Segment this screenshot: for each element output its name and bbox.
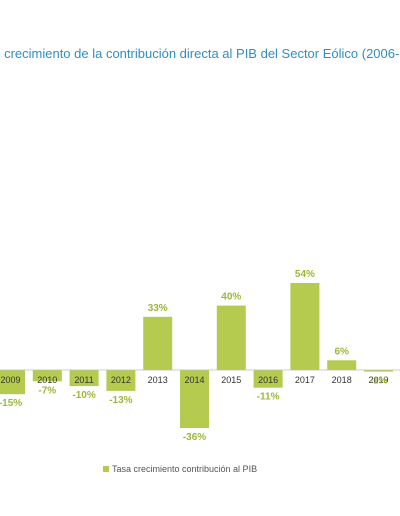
value-label-2012: -13% bbox=[109, 395, 132, 406]
legend: Tasa crecimiento contribución al PIB bbox=[103, 464, 257, 474]
bar-2019 bbox=[364, 370, 393, 372]
value-label-2019: -1% bbox=[370, 376, 388, 387]
category-label-2010: 2010 bbox=[37, 375, 57, 385]
legend-label: Tasa crecimiento contribución al PIB bbox=[112, 464, 258, 474]
category-label-2009: 2009 bbox=[0, 375, 20, 385]
value-label-2009: -15% bbox=[0, 398, 22, 409]
category-label-2017: 2017 bbox=[295, 375, 315, 385]
category-label-2014: 2014 bbox=[184, 375, 204, 385]
bars-group bbox=[0, 283, 393, 428]
category-label-2013: 2013 bbox=[148, 375, 168, 385]
bar-2013 bbox=[143, 316, 173, 370]
value-label-2017: 54% bbox=[295, 269, 315, 280]
value-label-2016: -11% bbox=[257, 392, 280, 403]
bar-2015 bbox=[216, 305, 246, 370]
chart-title: de crecimiento de la contribución direct… bbox=[0, 46, 400, 64]
value-label-2018: 6% bbox=[334, 346, 349, 357]
bar-2010 bbox=[32, 370, 62, 382]
value-label-2015: 40% bbox=[221, 292, 241, 303]
bar-2011 bbox=[69, 370, 99, 387]
legend-swatch bbox=[103, 466, 109, 472]
value-label-2014: -36% bbox=[183, 432, 206, 443]
bar-2014 bbox=[180, 370, 209, 428]
value-label-2013: 33% bbox=[148, 303, 168, 314]
category-label-2015: 2015 bbox=[221, 375, 241, 385]
bar-2012 bbox=[106, 370, 136, 391]
category-label-2016: 2016 bbox=[258, 375, 278, 385]
bar-2017 bbox=[290, 283, 320, 370]
category-label-2011: 2011 bbox=[74, 375, 93, 385]
bar-2009 bbox=[0, 370, 25, 395]
value-label-2010: -7% bbox=[38, 385, 56, 396]
bar-2016 bbox=[253, 370, 283, 388]
category-label-2012: 2012 bbox=[111, 375, 131, 385]
value-label-2011: -10% bbox=[72, 390, 95, 401]
value-labels-group: -15% -7% -10% -13% 33% -36% 40% -11% 54% 6% -1% bbox=[0, 269, 387, 443]
category-labels-group: 2009 2010 2011 2012 2013 2014 2015 2016 2017 2018… bbox=[0, 375, 388, 385]
bar-2018 bbox=[327, 360, 357, 370]
category-label-2019: 2019 bbox=[368, 375, 388, 385]
category-label-2018: 2018 bbox=[332, 375, 352, 385]
chart-title-text: de crecimiento de la contribución direct… bbox=[0, 46, 400, 61]
